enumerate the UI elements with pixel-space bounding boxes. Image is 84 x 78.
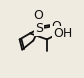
Text: OH: OH xyxy=(53,27,72,40)
Text: O: O xyxy=(33,9,43,22)
Text: S: S xyxy=(35,22,43,35)
Text: O: O xyxy=(51,20,61,33)
